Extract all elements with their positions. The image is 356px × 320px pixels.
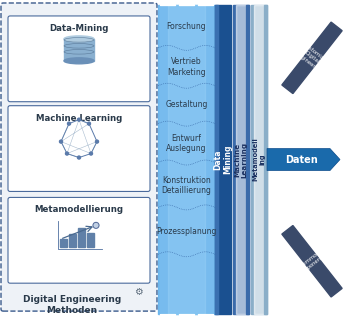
Polygon shape xyxy=(267,148,340,171)
FancyBboxPatch shape xyxy=(8,197,150,283)
Bar xyxy=(251,5,267,314)
Circle shape xyxy=(88,122,90,125)
Bar xyxy=(282,226,342,297)
FancyBboxPatch shape xyxy=(8,16,150,102)
Text: Daten: Daten xyxy=(285,155,318,164)
Bar xyxy=(264,5,267,314)
Bar xyxy=(236,5,246,314)
Circle shape xyxy=(68,122,70,125)
Bar xyxy=(215,5,218,314)
Text: Forschung: Forschung xyxy=(167,22,206,31)
Circle shape xyxy=(93,222,99,228)
Ellipse shape xyxy=(64,36,94,42)
Ellipse shape xyxy=(64,58,94,64)
Text: Machine Learning: Machine Learning xyxy=(36,114,122,123)
Bar xyxy=(168,5,205,314)
FancyBboxPatch shape xyxy=(8,106,150,191)
Circle shape xyxy=(59,140,63,143)
Text: Konstruktion
Detaillierung: Konstruktion Detaillierung xyxy=(162,176,211,195)
Text: Customized
Digital
Engineering: Customized Digital Engineering xyxy=(294,42,330,74)
Text: Entwurf
Auslegung: Entwurf Auslegung xyxy=(166,134,207,153)
Text: Vertrieb
Marketing: Vertrieb Marketing xyxy=(167,57,206,76)
FancyBboxPatch shape xyxy=(1,3,157,311)
Bar xyxy=(87,233,94,247)
Text: Metamodellierung: Metamodellierung xyxy=(35,205,124,214)
Bar xyxy=(158,5,215,314)
Text: Metamodell
ing: Metamodell ing xyxy=(253,138,265,181)
Text: Digital Engineering
Methoden: Digital Engineering Methoden xyxy=(23,295,121,315)
Bar xyxy=(246,5,249,314)
Circle shape xyxy=(78,156,80,159)
Text: Gestaltung: Gestaltung xyxy=(165,100,208,109)
Text: Prozessplanung: Prozessplanung xyxy=(156,227,217,236)
Bar xyxy=(64,39,94,61)
Bar xyxy=(78,228,85,247)
Text: ⚙: ⚙ xyxy=(134,287,142,297)
Circle shape xyxy=(66,152,68,155)
Bar xyxy=(254,5,264,314)
Bar xyxy=(282,22,342,93)
Bar xyxy=(69,234,76,247)
Bar xyxy=(233,5,249,314)
Bar xyxy=(60,239,67,247)
Circle shape xyxy=(89,152,93,155)
Circle shape xyxy=(78,118,80,121)
Text: Data-Mining: Data-Mining xyxy=(49,24,109,33)
Circle shape xyxy=(95,140,99,143)
Text: Machine
Learning: Machine Learning xyxy=(235,141,247,178)
Text: Data
Mining: Data Mining xyxy=(214,145,232,174)
Text: Systemmodell
Komponenten: Systemmodell Komponenten xyxy=(294,245,330,277)
Bar xyxy=(215,5,231,314)
